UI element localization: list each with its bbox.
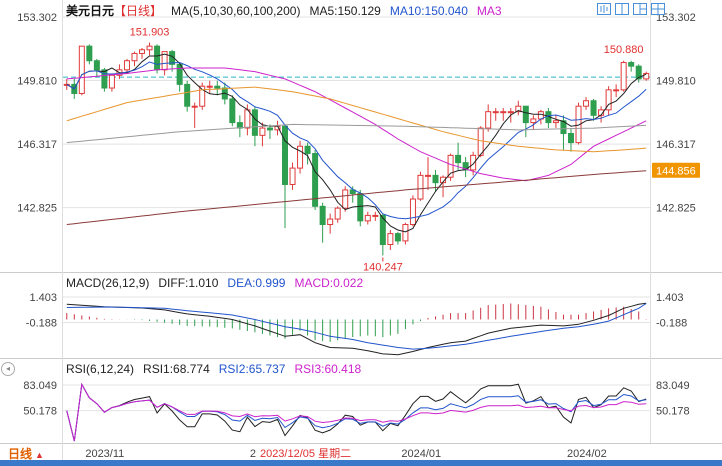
- rsi-pane: [66, 382, 647, 442]
- svg-text:153.302: 153.302: [656, 12, 696, 24]
- rsi-header: RSI(6,12,24) RSI1:68.774 RSI2:65.737 RSI…: [66, 362, 361, 376]
- layout-split-3-icon[interactable]: [633, 3, 647, 15]
- ma30-value-truncated: MA3: [476, 3, 502, 18]
- macd-params: MACD(26,12,9): [66, 276, 150, 290]
- chevron-up-icon: ▲: [35, 450, 44, 460]
- chart-header: 美元日元 【日线】 MA(5,10,30,60,100,200) MA5:150.…: [66, 2, 502, 19]
- ma5-value: MA5:150.129: [309, 3, 381, 18]
- svg-text:2024/01: 2024/01: [401, 448, 441, 460]
- tab-daily-interval[interactable]: 日线 ▲: [8, 445, 44, 462]
- ma-params: MA(5,10,30,60,100,200): [171, 3, 301, 18]
- macd-diff-value: DIFF:1.010: [158, 276, 219, 290]
- svg-text:2023/11: 2023/11: [85, 448, 124, 460]
- rsi1-value: RSI1:68.774: [143, 362, 210, 376]
- svg-text:146.317: 146.317: [17, 139, 57, 151]
- ma-lines: [66, 53, 647, 233]
- macd-header: MACD(26,12,9) DIFF:1.010 DEA:0.999 MACD:…: [66, 276, 363, 290]
- svg-text:142.825: 142.825: [17, 203, 57, 215]
- candlesticks[interactable]: [63, 42, 650, 256]
- macd-pane: [66, 302, 647, 356]
- svg-text:146.317: 146.317: [656, 139, 696, 151]
- rsi3-value: RSI3:60.418: [294, 362, 362, 376]
- macd-dea-value: DEA:0.999: [227, 276, 286, 290]
- layout-grid-4-icon[interactable]: [651, 3, 665, 15]
- svg-text:2023/12/05 星期二: 2023/12/05 星期二: [260, 447, 351, 460]
- svg-text:50.178: 50.178: [23, 406, 57, 418]
- svg-text:-0.188: -0.188: [26, 318, 57, 330]
- chart-layout-toolbar: [597, 3, 665, 15]
- svg-text:149.810: 149.810: [656, 76, 696, 88]
- svg-text:83.049: 83.049: [23, 380, 57, 392]
- tab-daily-label: 日线: [8, 447, 33, 461]
- svg-text:151.903: 151.903: [130, 27, 170, 39]
- macd-hist-value: MACD:0.022: [294, 276, 364, 290]
- price-annotations: 151.903 150.880 140.247: [130, 27, 644, 274]
- svg-text:1.403: 1.403: [656, 292, 684, 304]
- svg-text:142.825: 142.825: [656, 203, 696, 215]
- rsi-params: RSI(6,12,24): [66, 362, 135, 376]
- svg-text:1.403: 1.403: [29, 292, 57, 304]
- chart-scrollbar[interactable]: [0, 460, 722, 466]
- svg-text:153.302: 153.302: [17, 12, 57, 24]
- symbol-title: 美元日元: [66, 4, 115, 18]
- svg-text:149.810: 149.810: [17, 76, 57, 88]
- svg-text:150.880: 150.880: [604, 44, 644, 56]
- svg-text:140.247: 140.247: [363, 261, 403, 273]
- svg-text:144.856: 144.856: [656, 166, 696, 178]
- ma10-value: MA10:150.040: [389, 3, 468, 18]
- collapse-panel-icon[interactable]: ◂: [1, 362, 15, 376]
- svg-text:2024/02: 2024/02: [567, 448, 607, 460]
- svg-text:83.049: 83.049: [656, 380, 690, 392]
- svg-text:-0.188: -0.188: [656, 318, 687, 330]
- layout-split-2-icon[interactable]: [615, 3, 629, 15]
- layout-single-icon[interactable]: [597, 3, 611, 15]
- svg-text:2: 2: [250, 448, 256, 460]
- period-tag: 【日线】: [114, 4, 163, 18]
- svg-text:50.178: 50.178: [656, 406, 690, 418]
- x-axis-labels: 2023/11 2 2024/01 2024/02 2023/12/05 星期二: [85, 447, 606, 460]
- rsi2-value: RSI2:65.737: [218, 362, 286, 376]
